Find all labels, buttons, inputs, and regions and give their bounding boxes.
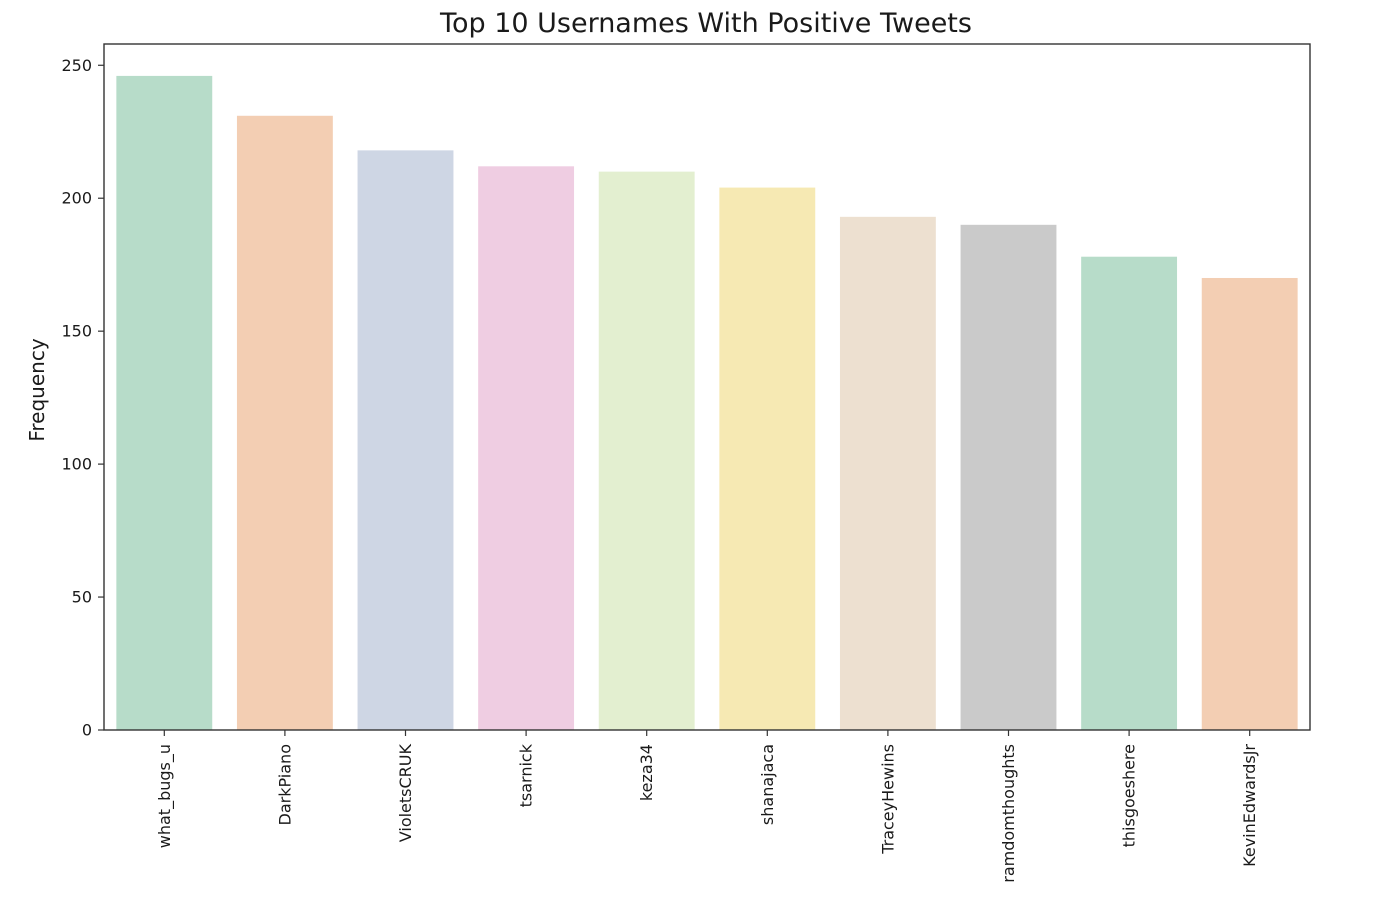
bars-group [116,75,1298,731]
x-tick-label: ramdomthoughts [999,744,1018,883]
bar-DarkPiano [236,115,333,731]
bar-shanajaca [719,187,816,730]
bar-keza34 [598,171,695,730]
y-tick-label: 150 [61,322,92,341]
x-tick-label: DarkPiano [275,744,294,825]
bar-KevinEdwardsJr [1201,277,1298,730]
chart-title: Top 10 Usernames With Positive Tweets [439,8,972,39]
x-tick-label: thisgoeshere [1120,744,1139,847]
bar-TraceyHewins [839,216,936,730]
x-tick-label: shanajaca [758,744,777,825]
x-tick-label: keza34 [637,744,656,801]
bar-what_bugs_u [116,75,213,730]
bar-ramdomthoughts [960,224,1057,730]
x-tick-label: VioletsCRUK [396,743,415,842]
plot-area-frame [103,43,1311,731]
x-axis-ticks: what_bugs_u DarkPiano VioletsCRUK tsarnick k… [155,730,1259,883]
x-tick-label: what_bugs_u [155,744,175,848]
y-tick-label: 50 [72,588,92,607]
x-tick-label: TraceyHewins [878,744,897,855]
y-tick-label: 0 [82,721,92,740]
y-tick-label: 100 [61,455,92,474]
bar-tsarnick [478,166,575,730]
y-tick-label: 250 [61,56,92,75]
y-axis-label: Frequency [25,338,49,441]
x-tick-label: KevinEdwardsJr [1240,744,1259,867]
y-axis-ticks: 0 50 100 150 200 250 [61,56,104,740]
bar-thisgoeshere [1081,256,1178,730]
bar-VioletsCRUK [357,150,454,731]
y-tick-label: 200 [61,189,92,208]
x-tick-label: tsarnick [517,743,536,807]
